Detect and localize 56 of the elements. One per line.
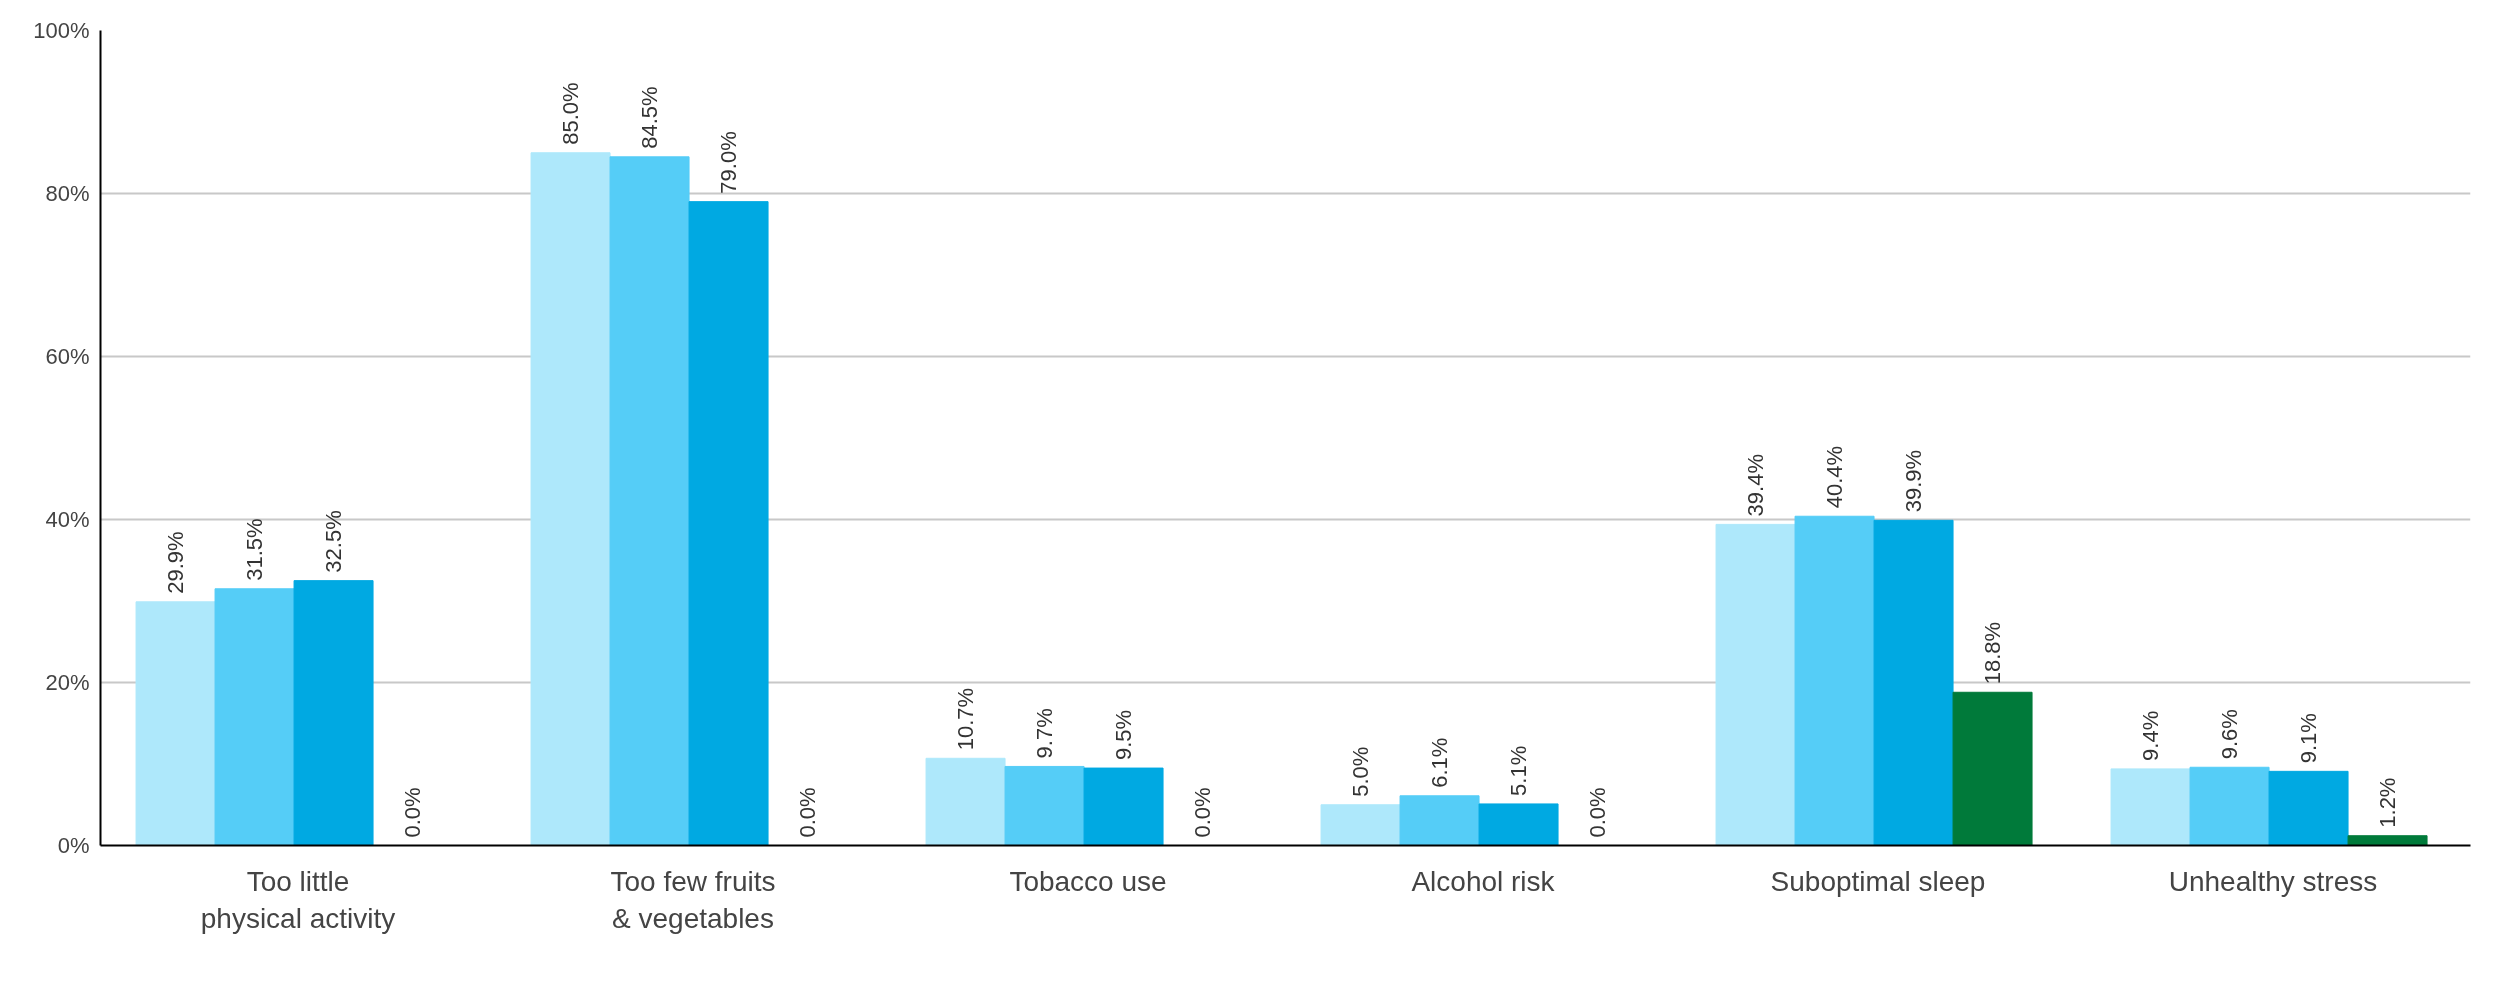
x-tick-label: Too few fruits & vegetables [610, 865, 776, 934]
bar [1399, 795, 1480, 846]
bar [1794, 515, 1875, 846]
bar [1873, 519, 1954, 846]
bar [2347, 835, 2428, 846]
bar [1004, 765, 1085, 846]
y-tick-label: 20% [45, 670, 90, 695]
data-label: 0.0% [795, 787, 821, 838]
data-label: 18.8% [1980, 621, 2006, 685]
data-label: 0.0% [1190, 787, 1216, 838]
bar [1083, 767, 1164, 846]
bar [1952, 691, 2033, 846]
y-tick-label: 40% [45, 507, 90, 532]
y-tick-label: 60% [45, 344, 90, 369]
bar [214, 588, 295, 846]
bar [1320, 804, 1401, 846]
data-label: 40.4% [1822, 445, 1848, 509]
bar [688, 201, 769, 846]
data-label: 84.5% [637, 86, 663, 149]
y-tick-label: 0% [57, 833, 90, 858]
data-label: 5.1% [1506, 745, 1532, 796]
data-label: 0.0% [1585, 787, 1611, 838]
x-tick-label: Unhealthy stress [2168, 865, 2378, 897]
bar [2110, 768, 2191, 846]
data-label: 1.2% [2375, 777, 2401, 828]
bar [135, 601, 216, 846]
bar [2189, 766, 2270, 846]
x-tick-label: Tobacco use [1009, 865, 1167, 897]
bar [1478, 803, 1559, 846]
bar [293, 580, 374, 846]
bar [925, 757, 1006, 846]
data-label: 10.7% [953, 687, 979, 751]
bar [530, 152, 611, 846]
y-tick-label: 100% [33, 18, 90, 43]
data-label: 39.9% [1901, 449, 1927, 513]
data-label: 9.1% [2296, 713, 2322, 764]
data-label: 9.6% [2217, 709, 2243, 760]
x-tick-label: Suboptimal sleep [1770, 865, 1986, 897]
x-tick-label: Too little physical activity [200, 865, 396, 934]
bar [1715, 523, 1796, 846]
data-label: 0.0% [400, 787, 426, 838]
data-label: 29.9% [163, 531, 189, 594]
data-label: 9.7% [1032, 708, 1058, 759]
data-label: 5.0% [1348, 746, 1374, 797]
x-tick-label: Alcohol risk [1411, 865, 1556, 897]
data-label: 39.4% [1743, 454, 1769, 517]
data-label: 79.0% [716, 131, 742, 194]
bar [609, 156, 690, 846]
data-label: 9.5% [1111, 709, 1137, 761]
y-tick-label: 80% [45, 181, 90, 206]
data-label: 9.4% [2138, 710, 2164, 761]
bar [2268, 770, 2349, 846]
data-label: 31.5% [242, 518, 268, 581]
data-label: 85.0% [558, 82, 584, 145]
data-label: 6.1% [1427, 737, 1453, 788]
data-label: 32.5% [321, 510, 347, 573]
